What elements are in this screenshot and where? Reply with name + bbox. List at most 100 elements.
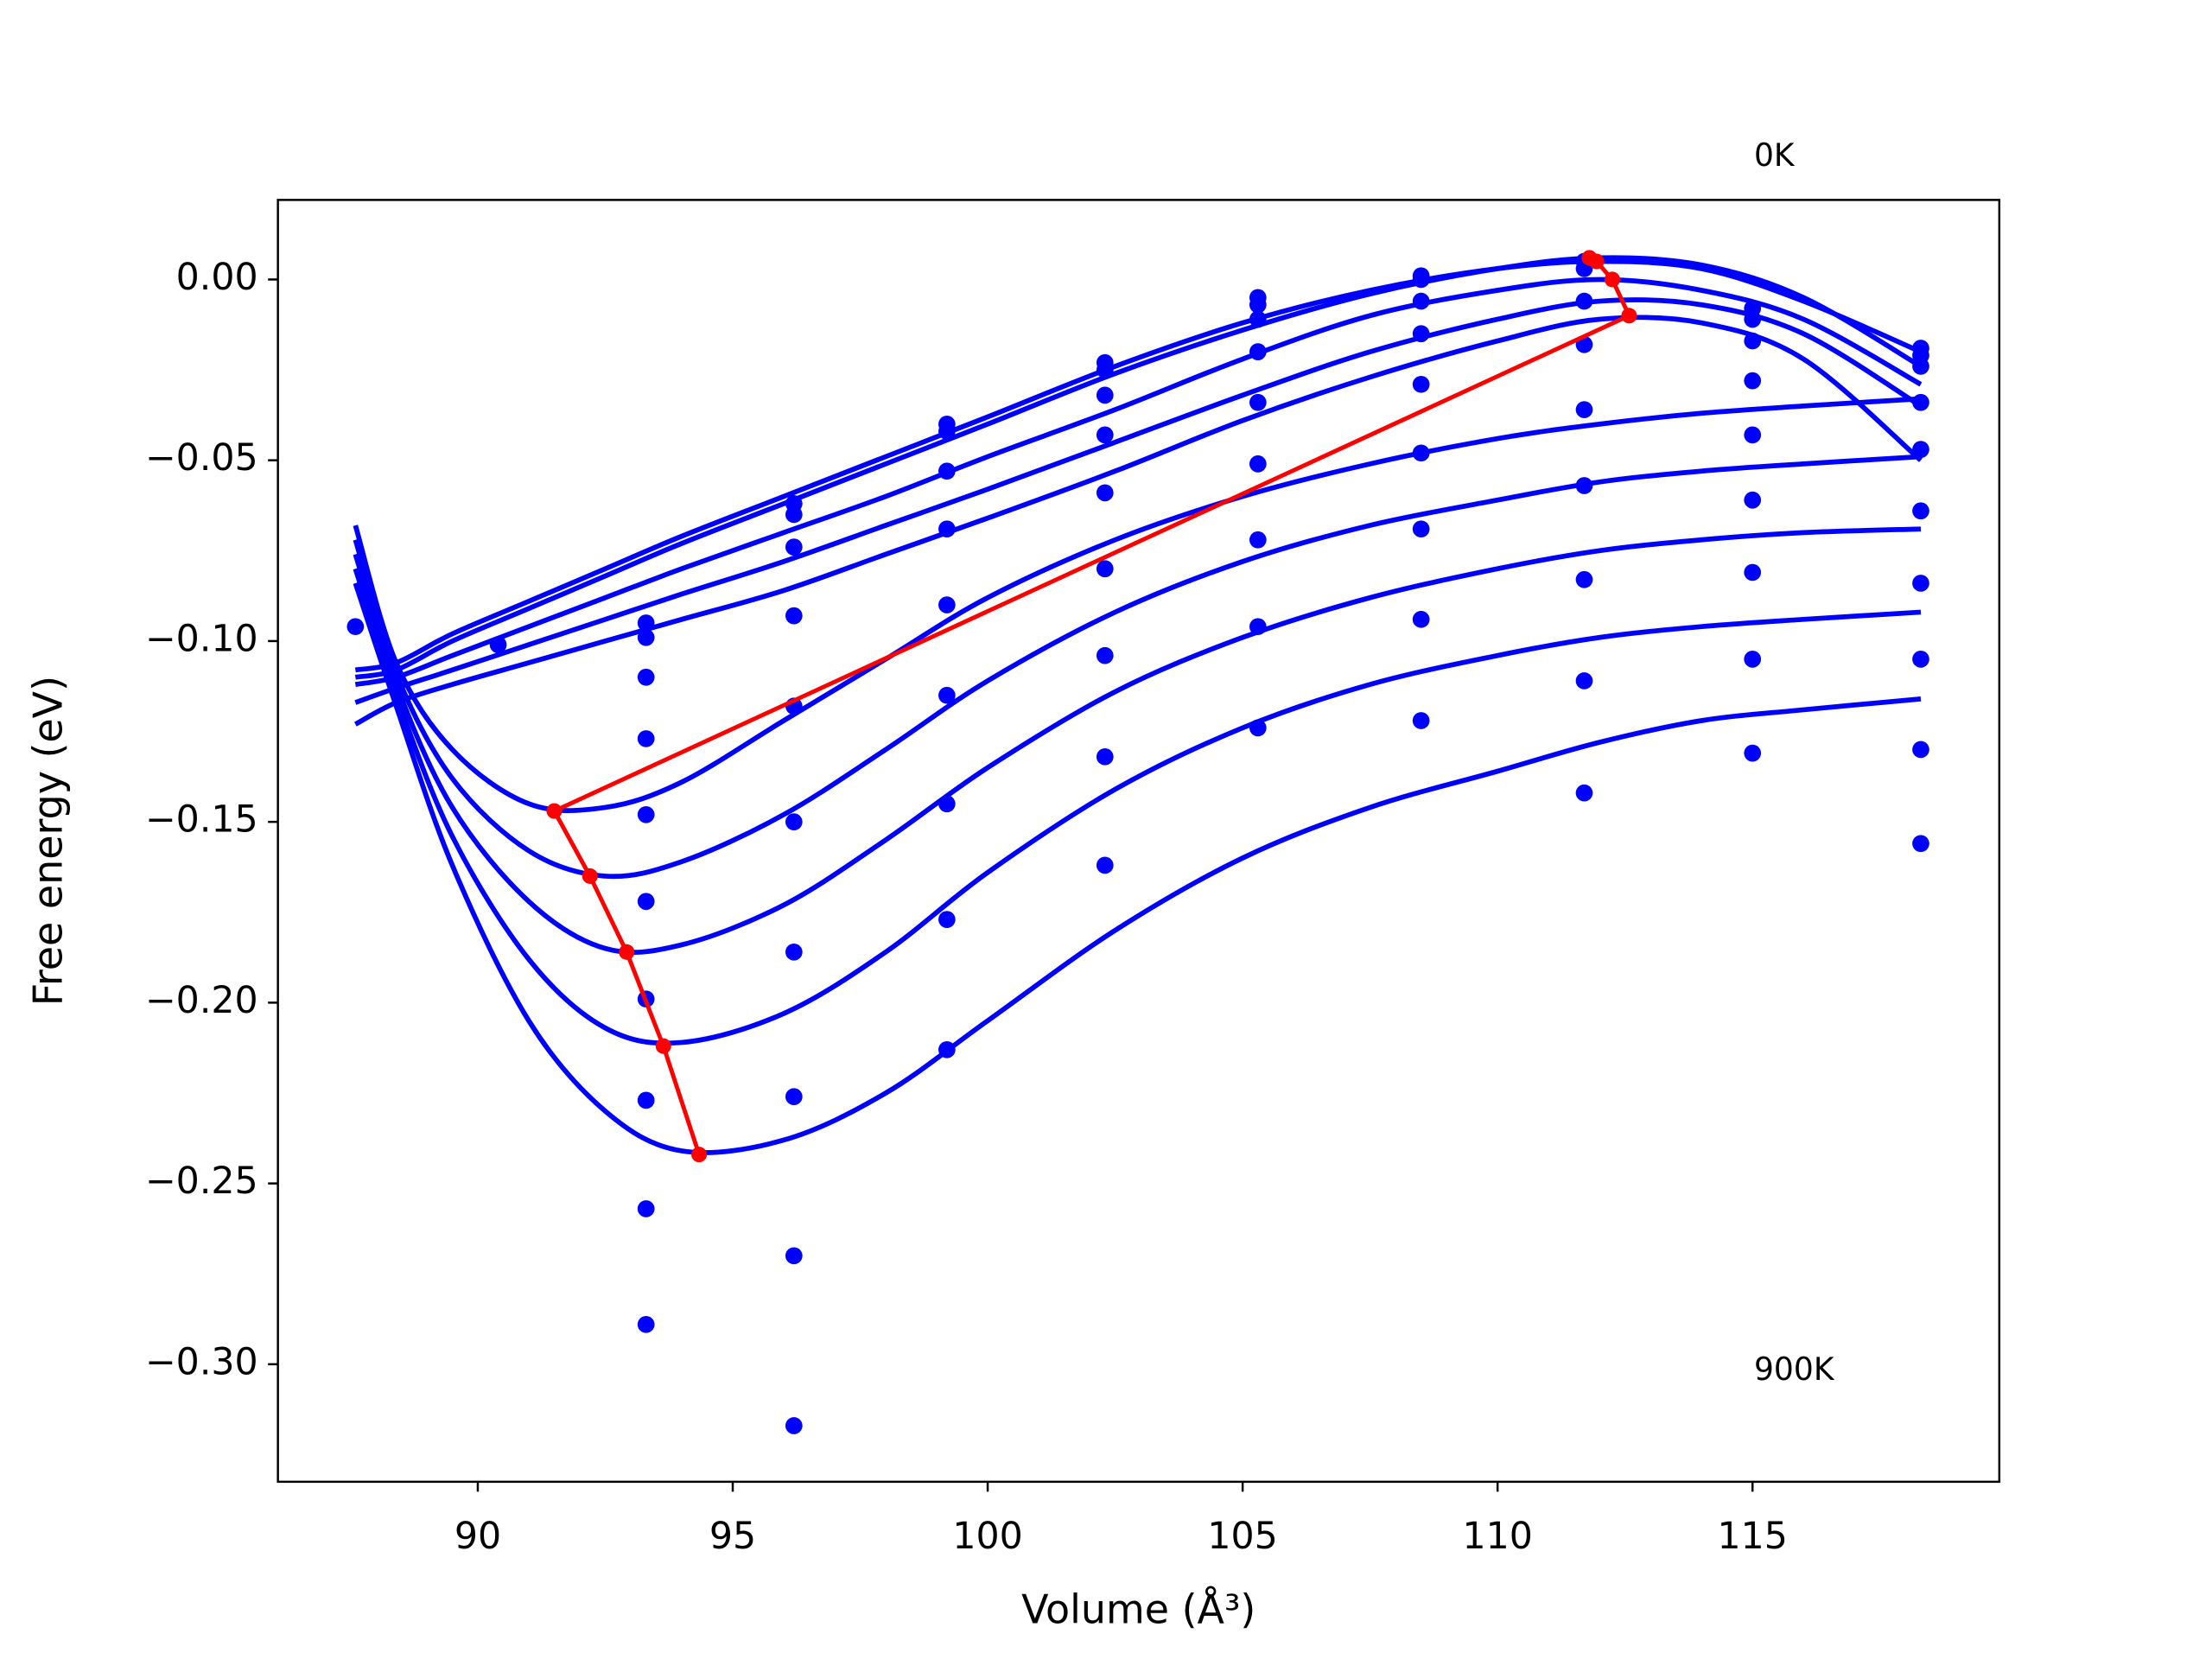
x-tick-label: 90 bbox=[454, 1515, 501, 1558]
minimum-point bbox=[619, 944, 635, 960]
data-point bbox=[938, 596, 956, 613]
data-point bbox=[637, 614, 655, 632]
data-point bbox=[938, 795, 956, 813]
data-point bbox=[1412, 325, 1430, 343]
plot-frame bbox=[276, 199, 2001, 1484]
data-point bbox=[1744, 491, 1762, 509]
y-tick-label: −0.15 bbox=[145, 798, 258, 842]
data-point bbox=[938, 686, 956, 704]
data-point bbox=[1575, 477, 1593, 494]
data-point bbox=[1412, 520, 1430, 538]
data-point bbox=[1096, 646, 1114, 664]
y-tick-label: −0.20 bbox=[145, 979, 258, 1022]
data-point bbox=[1912, 393, 1929, 411]
data-point bbox=[1249, 296, 1267, 314]
data-point bbox=[1575, 784, 1593, 802]
data-point bbox=[1249, 618, 1267, 636]
data-point bbox=[1096, 747, 1114, 766]
data-point bbox=[1575, 672, 1593, 690]
data-point bbox=[1096, 386, 1114, 404]
data-point bbox=[1412, 444, 1430, 462]
data-point bbox=[1744, 372, 1762, 390]
data-point bbox=[637, 668, 655, 686]
data-point bbox=[938, 1040, 956, 1058]
data-point bbox=[1249, 531, 1267, 549]
data-point bbox=[637, 805, 655, 823]
data-point bbox=[1096, 426, 1114, 444]
data-point bbox=[1096, 361, 1114, 378]
annotation: 900K bbox=[1754, 1351, 1835, 1388]
data-point bbox=[1249, 719, 1267, 737]
data-point bbox=[1912, 741, 1929, 759]
data-point bbox=[1744, 426, 1762, 444]
data-point bbox=[785, 1088, 803, 1106]
minimum-point bbox=[655, 1038, 671, 1054]
data-point bbox=[1096, 484, 1114, 502]
data-point bbox=[637, 628, 655, 646]
data-point bbox=[637, 1091, 655, 1109]
data-point bbox=[346, 618, 365, 636]
y-tick-label: 0.00 bbox=[176, 256, 258, 299]
data-point bbox=[1096, 560, 1114, 578]
x-tick-label: 115 bbox=[1718, 1515, 1788, 1558]
data-point bbox=[637, 1200, 655, 1217]
data-point bbox=[1744, 332, 1762, 350]
data-point bbox=[1744, 650, 1762, 668]
data-point bbox=[1575, 292, 1593, 310]
data-point bbox=[785, 538, 803, 556]
minimum-point bbox=[1621, 308, 1637, 324]
data-point bbox=[938, 911, 956, 928]
curve bbox=[353, 526, 1922, 956]
data-point bbox=[1744, 563, 1762, 582]
x-tick-label: 95 bbox=[709, 1515, 756, 1558]
x-tick-label: 100 bbox=[952, 1515, 1022, 1558]
y-tick-label: −0.05 bbox=[145, 436, 258, 480]
curve bbox=[353, 582, 1922, 1155]
data-point bbox=[785, 813, 803, 831]
data-point bbox=[1912, 650, 1929, 668]
data-point bbox=[1249, 343, 1267, 360]
y-tick-label: −0.30 bbox=[145, 1340, 258, 1383]
data-point bbox=[1912, 575, 1929, 592]
data-point bbox=[785, 943, 803, 961]
curve bbox=[353, 454, 1922, 880]
data-point bbox=[1575, 570, 1593, 588]
data-point bbox=[1249, 310, 1267, 328]
data-point bbox=[1412, 712, 1430, 729]
data-point bbox=[1912, 358, 1929, 375]
minimum-point bbox=[1604, 271, 1620, 288]
data-point bbox=[938, 462, 956, 480]
data-point bbox=[785, 1417, 803, 1434]
data-point bbox=[489, 636, 507, 653]
minimum-point bbox=[1588, 253, 1605, 270]
curve bbox=[353, 396, 1922, 813]
data-point bbox=[1912, 835, 1929, 853]
x-axis-title: Volume (Å³) bbox=[1021, 1586, 1255, 1632]
data-point bbox=[1096, 856, 1114, 874]
data-point bbox=[1412, 610, 1430, 628]
data-point bbox=[1744, 744, 1762, 762]
y-tick-label: −0.25 bbox=[145, 1160, 258, 1203]
x-tick-label: 105 bbox=[1207, 1515, 1277, 1558]
data-point bbox=[637, 1315, 655, 1333]
curve bbox=[354, 255, 1923, 680]
data-point bbox=[785, 505, 803, 524]
data-point bbox=[1412, 375, 1430, 393]
data-point bbox=[1412, 292, 1430, 310]
curve bbox=[353, 568, 1922, 1046]
data-point bbox=[637, 893, 655, 911]
curve bbox=[354, 297, 1923, 705]
x-tick-label: 110 bbox=[1462, 1515, 1532, 1558]
data-point bbox=[1412, 270, 1430, 289]
curve bbox=[354, 258, 1923, 673]
data-point bbox=[1912, 441, 1929, 458]
annotation: 0K bbox=[1754, 137, 1796, 174]
data-point bbox=[1249, 455, 1267, 473]
data-point bbox=[1575, 401, 1593, 418]
data-point bbox=[637, 730, 655, 747]
minimum-point bbox=[546, 803, 563, 819]
y-tick-label: −0.10 bbox=[145, 617, 258, 660]
